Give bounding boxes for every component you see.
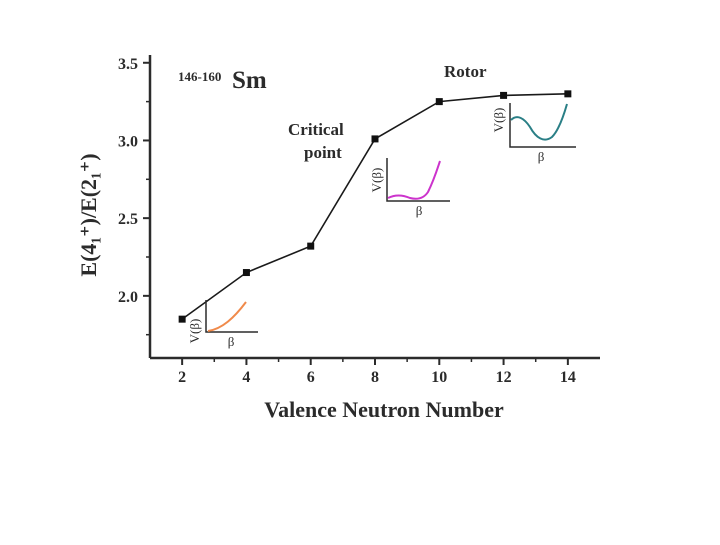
inset-curve xyxy=(510,103,568,141)
inset-potential-flat: V(β) β xyxy=(369,158,450,218)
x-tick-label: 14 xyxy=(560,369,576,386)
inset-axes xyxy=(386,158,450,202)
inset-curve xyxy=(207,301,247,332)
y-tick-label: 3.0 xyxy=(118,133,138,150)
data-point xyxy=(564,90,572,98)
inset-beta-label: β xyxy=(416,203,423,218)
data-point xyxy=(178,315,186,323)
data-point xyxy=(371,135,379,143)
y-tick-label: 2.0 xyxy=(118,289,138,306)
inset-beta-label: β xyxy=(228,334,235,349)
inset-v-beta-label: V(β) xyxy=(187,319,202,344)
y-tick-label: 2.5 xyxy=(118,211,138,228)
critical-point-annotation-line1: Critical xyxy=(288,120,344,139)
x-tick-label: 6 xyxy=(307,369,315,386)
rotor-annotation: Rotor xyxy=(444,62,487,81)
inset-beta-label: β xyxy=(538,149,545,164)
inset-v-beta-label: V(β) xyxy=(369,168,384,193)
critical-point-annotation-line2: point xyxy=(304,143,342,162)
data-point xyxy=(435,98,443,106)
ticks: 2 4 6 8 10 12 14 2.0 2.5 3.0 3.5 xyxy=(118,56,576,386)
x-tick-label: 4 xyxy=(242,369,250,386)
y-tick-label: 3.5 xyxy=(118,56,138,73)
x-tick-label: 8 xyxy=(371,369,379,386)
data-series xyxy=(178,90,572,323)
inset-axes xyxy=(509,103,576,148)
inset-v-beta-label: V(β) xyxy=(491,108,506,133)
x-tick-label: 10 xyxy=(431,369,447,386)
inset-potential-well: V(β) β xyxy=(491,103,576,164)
element-symbol: Sm xyxy=(232,67,267,94)
inset-axes xyxy=(205,300,258,333)
y-axis-title: E(4₁⁺)/E(2₁⁺) xyxy=(76,153,101,276)
axes xyxy=(148,55,600,360)
inset-potential-rising: V(β) β xyxy=(187,300,258,349)
data-point xyxy=(242,269,250,277)
element-mass-range: 146-160 xyxy=(178,69,221,84)
x-axis-title: Valence Neutron Number xyxy=(264,397,504,422)
data-point xyxy=(500,91,508,99)
x-tick-label: 2 xyxy=(178,369,186,386)
data-point xyxy=(307,242,315,250)
inset-curve xyxy=(387,160,441,200)
x-tick-label: 12 xyxy=(496,369,512,386)
